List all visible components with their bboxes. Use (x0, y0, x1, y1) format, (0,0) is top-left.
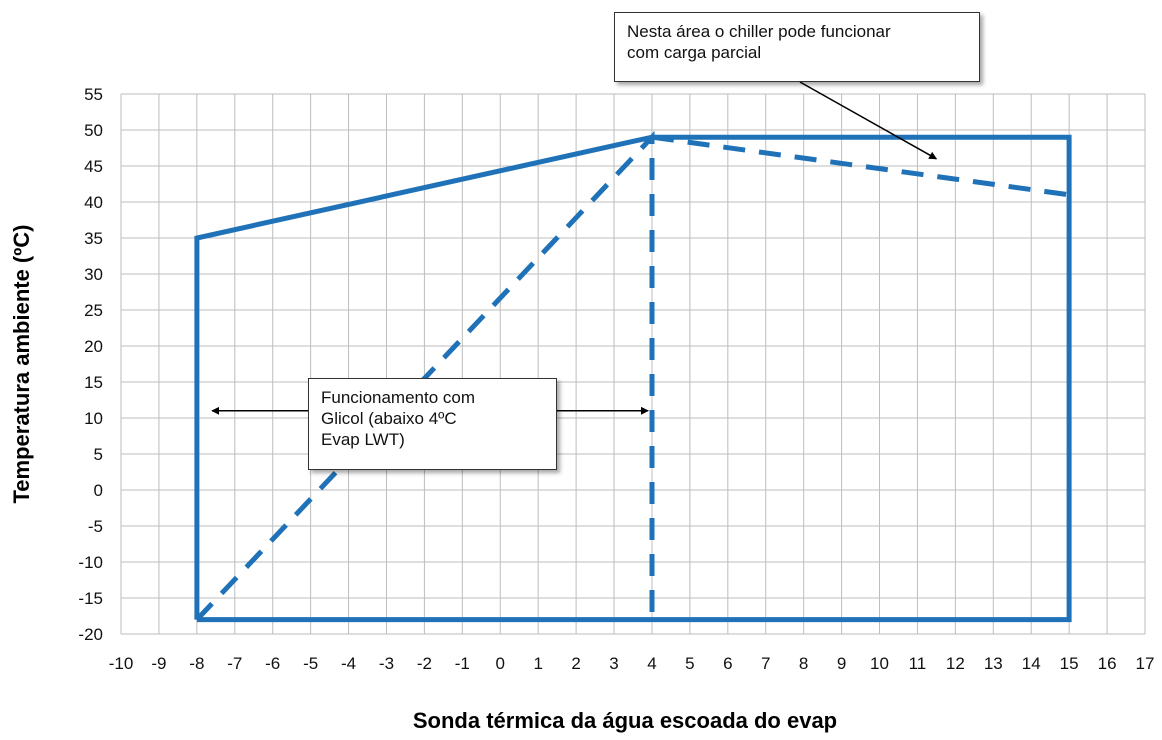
x-tick-label: -9 (151, 654, 166, 673)
x-tick-label: 2 (571, 654, 580, 673)
y-tick-label: -10 (78, 553, 103, 572)
x-tick-label: 8 (799, 654, 808, 673)
x-tick-label: -5 (303, 654, 318, 673)
y-tick-label: 10 (84, 409, 103, 428)
x-tick-label: -2 (417, 654, 432, 673)
y-tick-label: 50 (84, 121, 103, 140)
x-tick-label: 0 (496, 654, 505, 673)
x-tick-label: 7 (761, 654, 770, 673)
y-tick-label: -15 (78, 589, 103, 608)
annotation-partial-load-line-2: com carga parcial (627, 43, 762, 62)
x-tick-label: -7 (227, 654, 242, 673)
x-tick-label: 1 (533, 654, 542, 673)
y-tick-label: 25 (84, 301, 103, 320)
x-tick-label: 6 (723, 654, 732, 673)
x-tick-labels: -10 -9 -8 -7 -6 -5 -4 -3 -2 -1 0 1 2 3 4 5 6 7 8 9 10 11 12 13 1… (109, 654, 1155, 673)
y-tick-label: 30 (84, 265, 103, 284)
x-tick-label: 12 (946, 654, 965, 673)
annotation-glycol-line-3: Evap LWT) (321, 430, 405, 449)
x-tick-label: 13 (984, 654, 1003, 673)
y-tick-label: -5 (88, 517, 103, 536)
x-tick-label: -10 (109, 654, 134, 673)
annotation-partial-load-line-1: Nesta área o chiller pode funcionar (627, 22, 891, 41)
x-tick-label: 16 (1098, 654, 1117, 673)
annotation-arrows (211, 81, 938, 415)
annotation-partial-load-arrow (799, 81, 938, 160)
x-tick-label: 10 (870, 654, 889, 673)
y-tick-label: 40 (84, 193, 103, 212)
y-tick-label: -20 (78, 625, 103, 644)
annotation-glycol: Funcionamento com Glicol (abaixo 4ºC Eva… (308, 378, 557, 470)
x-tick-label: -1 (455, 654, 470, 673)
x-tick-label: 9 (837, 654, 846, 673)
plot-area (121, 94, 1145, 634)
y-tick-label: 15 (84, 373, 103, 392)
x-tick-label: 15 (1060, 654, 1079, 673)
y-tick-label: 0 (94, 481, 103, 500)
x-tick-label: -6 (265, 654, 280, 673)
x-tick-label: 14 (1022, 654, 1041, 673)
annotation-glycol-line-1: Funcionamento com (321, 388, 476, 407)
x-axis-title: Sonda térmica da água escoada do evap (413, 708, 837, 733)
y-tick-label: 45 (84, 157, 103, 176)
y-tick-label: 55 (84, 85, 103, 104)
annotation-partial-load: Nesta área o chiller pode funcionar com … (614, 12, 980, 82)
x-tick-label: 11 (909, 654, 927, 673)
y-tick-label: 20 (84, 337, 103, 356)
series-line-0 (194, 134, 1072, 623)
x-tick-label: -3 (379, 654, 394, 673)
x-tick-label: 5 (685, 654, 694, 673)
annotation-glycol-line-2: Glicol (abaixo 4ºC (321, 409, 457, 428)
y-tick-label: 5 (94, 445, 103, 464)
x-tick-label: 4 (647, 654, 656, 673)
x-tick-label: 17 (1136, 654, 1155, 673)
y-axis-title: Temperatura ambiente (ºC) (9, 224, 34, 503)
grid (120, 93, 1146, 635)
y-tick-label: 35 (84, 229, 103, 248)
x-tick-label: -8 (189, 654, 204, 673)
x-tick-label: -4 (341, 654, 356, 673)
x-tick-label: 3 (609, 654, 618, 673)
